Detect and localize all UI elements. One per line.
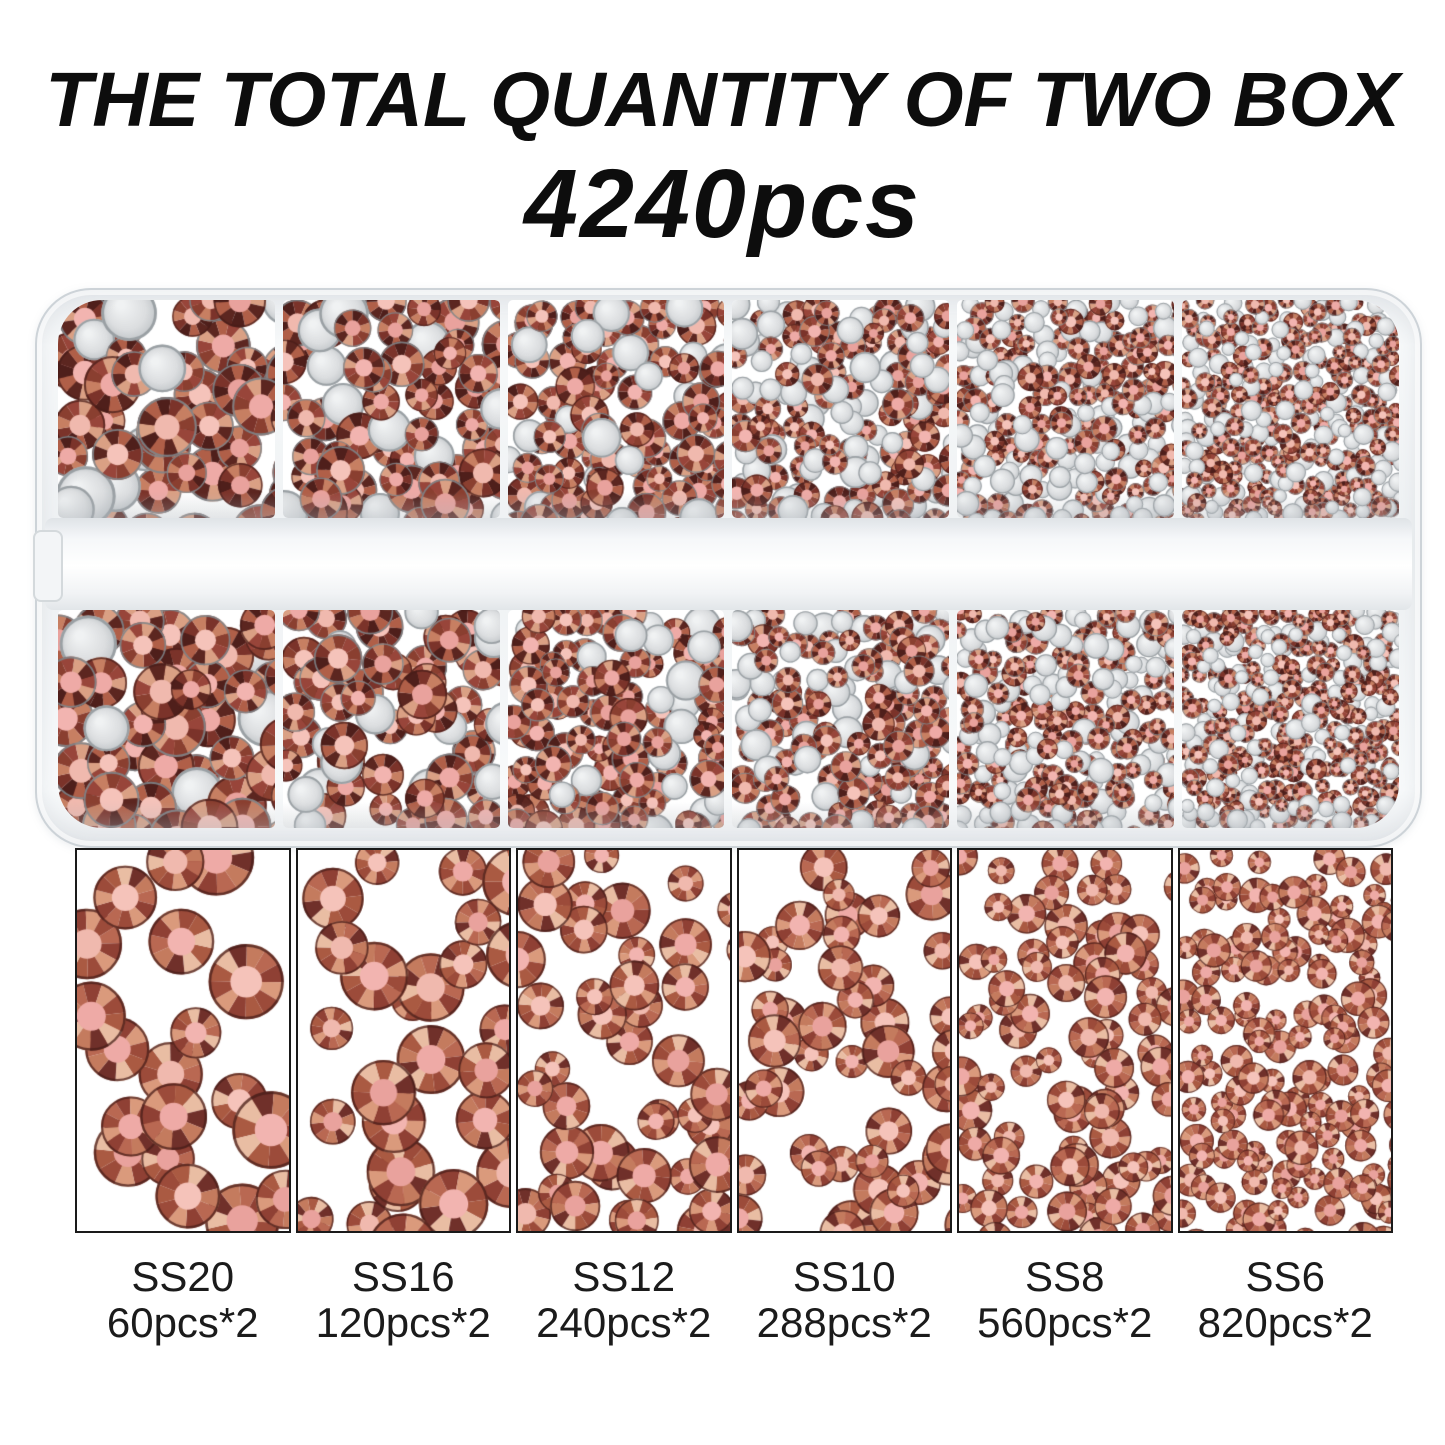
rhinestones-canvas — [58, 300, 275, 518]
rhinestones-canvas — [58, 610, 275, 828]
box-latch — [33, 530, 63, 602]
size-label-block: SS12 240pcs*2 — [516, 1253, 732, 1347]
quantity-label: 60pcs*2 — [106, 1299, 259, 1347]
box-compartment — [282, 300, 500, 518]
quantity-label: 240pcs*2 — [536, 1299, 712, 1347]
box-compartment — [732, 610, 950, 828]
box-compartment — [957, 300, 1175, 518]
rhinestones-canvas — [959, 850, 1171, 1231]
rhinestones-canvas — [282, 300, 500, 518]
size-label: SS12 — [572, 1253, 676, 1300]
rhinestones-canvas — [738, 850, 950, 1231]
size-label: SS8 — [1025, 1253, 1105, 1300]
rhinestones-canvas — [297, 850, 509, 1231]
rhinestones-canvas — [507, 300, 725, 518]
size-label: SS16 — [351, 1253, 455, 1300]
size-label-block: SS16 120pcs*2 — [296, 1253, 512, 1347]
sample-panel-ss16 — [295, 848, 511, 1233]
size-labels: SS20 60pcs*2 SS16 120pcs*2 SS12 240pcs*2… — [75, 1253, 1394, 1347]
sample-panels — [75, 848, 1393, 1233]
size-label-block: SS20 60pcs*2 — [75, 1253, 291, 1347]
box-compartment — [732, 300, 950, 518]
size-label-block: SS8 560pcs*2 — [957, 1253, 1173, 1347]
total-quantity: 4240pcs — [524, 149, 921, 258]
rhinestones-canvas — [1179, 850, 1391, 1231]
size-label-block: SS6 820pcs*2 — [1178, 1253, 1394, 1347]
box-compartment — [58, 300, 275, 518]
box-compartment — [1182, 300, 1399, 518]
box-center-rail — [45, 518, 1412, 610]
rhinestones-canvas — [77, 850, 289, 1231]
quantity-label: 288pcs*2 — [756, 1299, 932, 1347]
title-block: THE TOTAL QUANTITY OF TWO BOX 4240pcs — [0, 57, 1445, 258]
rhinestones-canvas — [1182, 610, 1399, 828]
sample-panel-ss8 — [957, 848, 1173, 1233]
rhinestones-canvas — [732, 300, 950, 518]
box-compartment — [1182, 610, 1399, 828]
rhinestones-canvas — [282, 610, 500, 828]
box-compartment — [282, 610, 500, 828]
quantity-label: 820pcs*2 — [1197, 1299, 1373, 1347]
rhinestones-canvas — [507, 610, 725, 828]
sample-panel-ss20 — [75, 848, 291, 1233]
box-row-top — [58, 300, 1399, 518]
page-title: THE TOTAL QUANTITY OF TWO BOX — [45, 57, 1400, 143]
box-compartment — [507, 300, 725, 518]
box-row-bottom — [58, 610, 1399, 828]
size-label: SS20 — [131, 1253, 235, 1300]
sample-panel-ss10 — [736, 848, 952, 1233]
quantity-label: 120pcs*2 — [315, 1299, 491, 1347]
box-compartment — [58, 610, 275, 828]
rhinestones-canvas — [957, 300, 1175, 518]
quantity-label: 560pcs*2 — [977, 1299, 1153, 1347]
size-label: SS6 — [1245, 1253, 1325, 1300]
rhinestones-canvas — [957, 610, 1175, 828]
size-label: SS10 — [792, 1253, 896, 1300]
rhinestones-canvas — [732, 610, 950, 828]
box-compartment — [507, 610, 725, 828]
rhinestones-canvas — [518, 850, 730, 1231]
box-compartment — [957, 610, 1175, 828]
sample-panel-ss12 — [516, 848, 732, 1233]
rhinestones-canvas — [1182, 300, 1399, 518]
size-label-block: SS10 288pcs*2 — [737, 1253, 953, 1347]
storage-box — [33, 288, 1422, 848]
sample-panel-ss6 — [1177, 848, 1393, 1233]
